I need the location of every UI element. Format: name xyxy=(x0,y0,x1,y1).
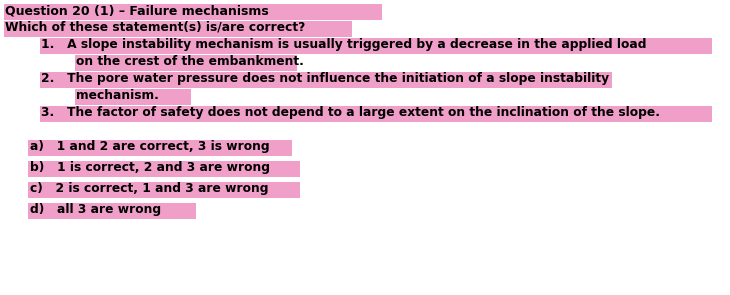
Text: Which of these statement(s) is/are correct?: Which of these statement(s) is/are corre… xyxy=(5,21,305,34)
Text: c)   2 is correct, 1 and 3 are wrong: c) 2 is correct, 1 and 3 are wrong xyxy=(30,182,269,195)
Text: 2.   The pore water pressure does not influence the initiation of a slope instab: 2. The pore water pressure does not infl… xyxy=(41,72,609,85)
Text: a)   1 and 2 are correct, 3 is wrong: a) 1 and 2 are correct, 3 is wrong xyxy=(30,140,269,153)
Text: 1.   A slope instability mechanism is usually triggered by a decrease in the app: 1. A slope instability mechanism is usua… xyxy=(41,38,647,51)
Text: 3.   The factor of safety does not depend to a large extent on the inclination o: 3. The factor of safety does not depend … xyxy=(41,106,660,119)
Text: b)   1 is correct, 2 and 3 are wrong: b) 1 is correct, 2 and 3 are wrong xyxy=(30,161,270,174)
Text: d)   all 3 are wrong: d) all 3 are wrong xyxy=(30,203,161,216)
Text: mechanism.: mechanism. xyxy=(76,89,159,102)
Text: Question 20 (1) – Failure mechanisms: Question 20 (1) – Failure mechanisms xyxy=(5,4,269,17)
Text: on the crest of the embankment.: on the crest of the embankment. xyxy=(76,55,304,68)
